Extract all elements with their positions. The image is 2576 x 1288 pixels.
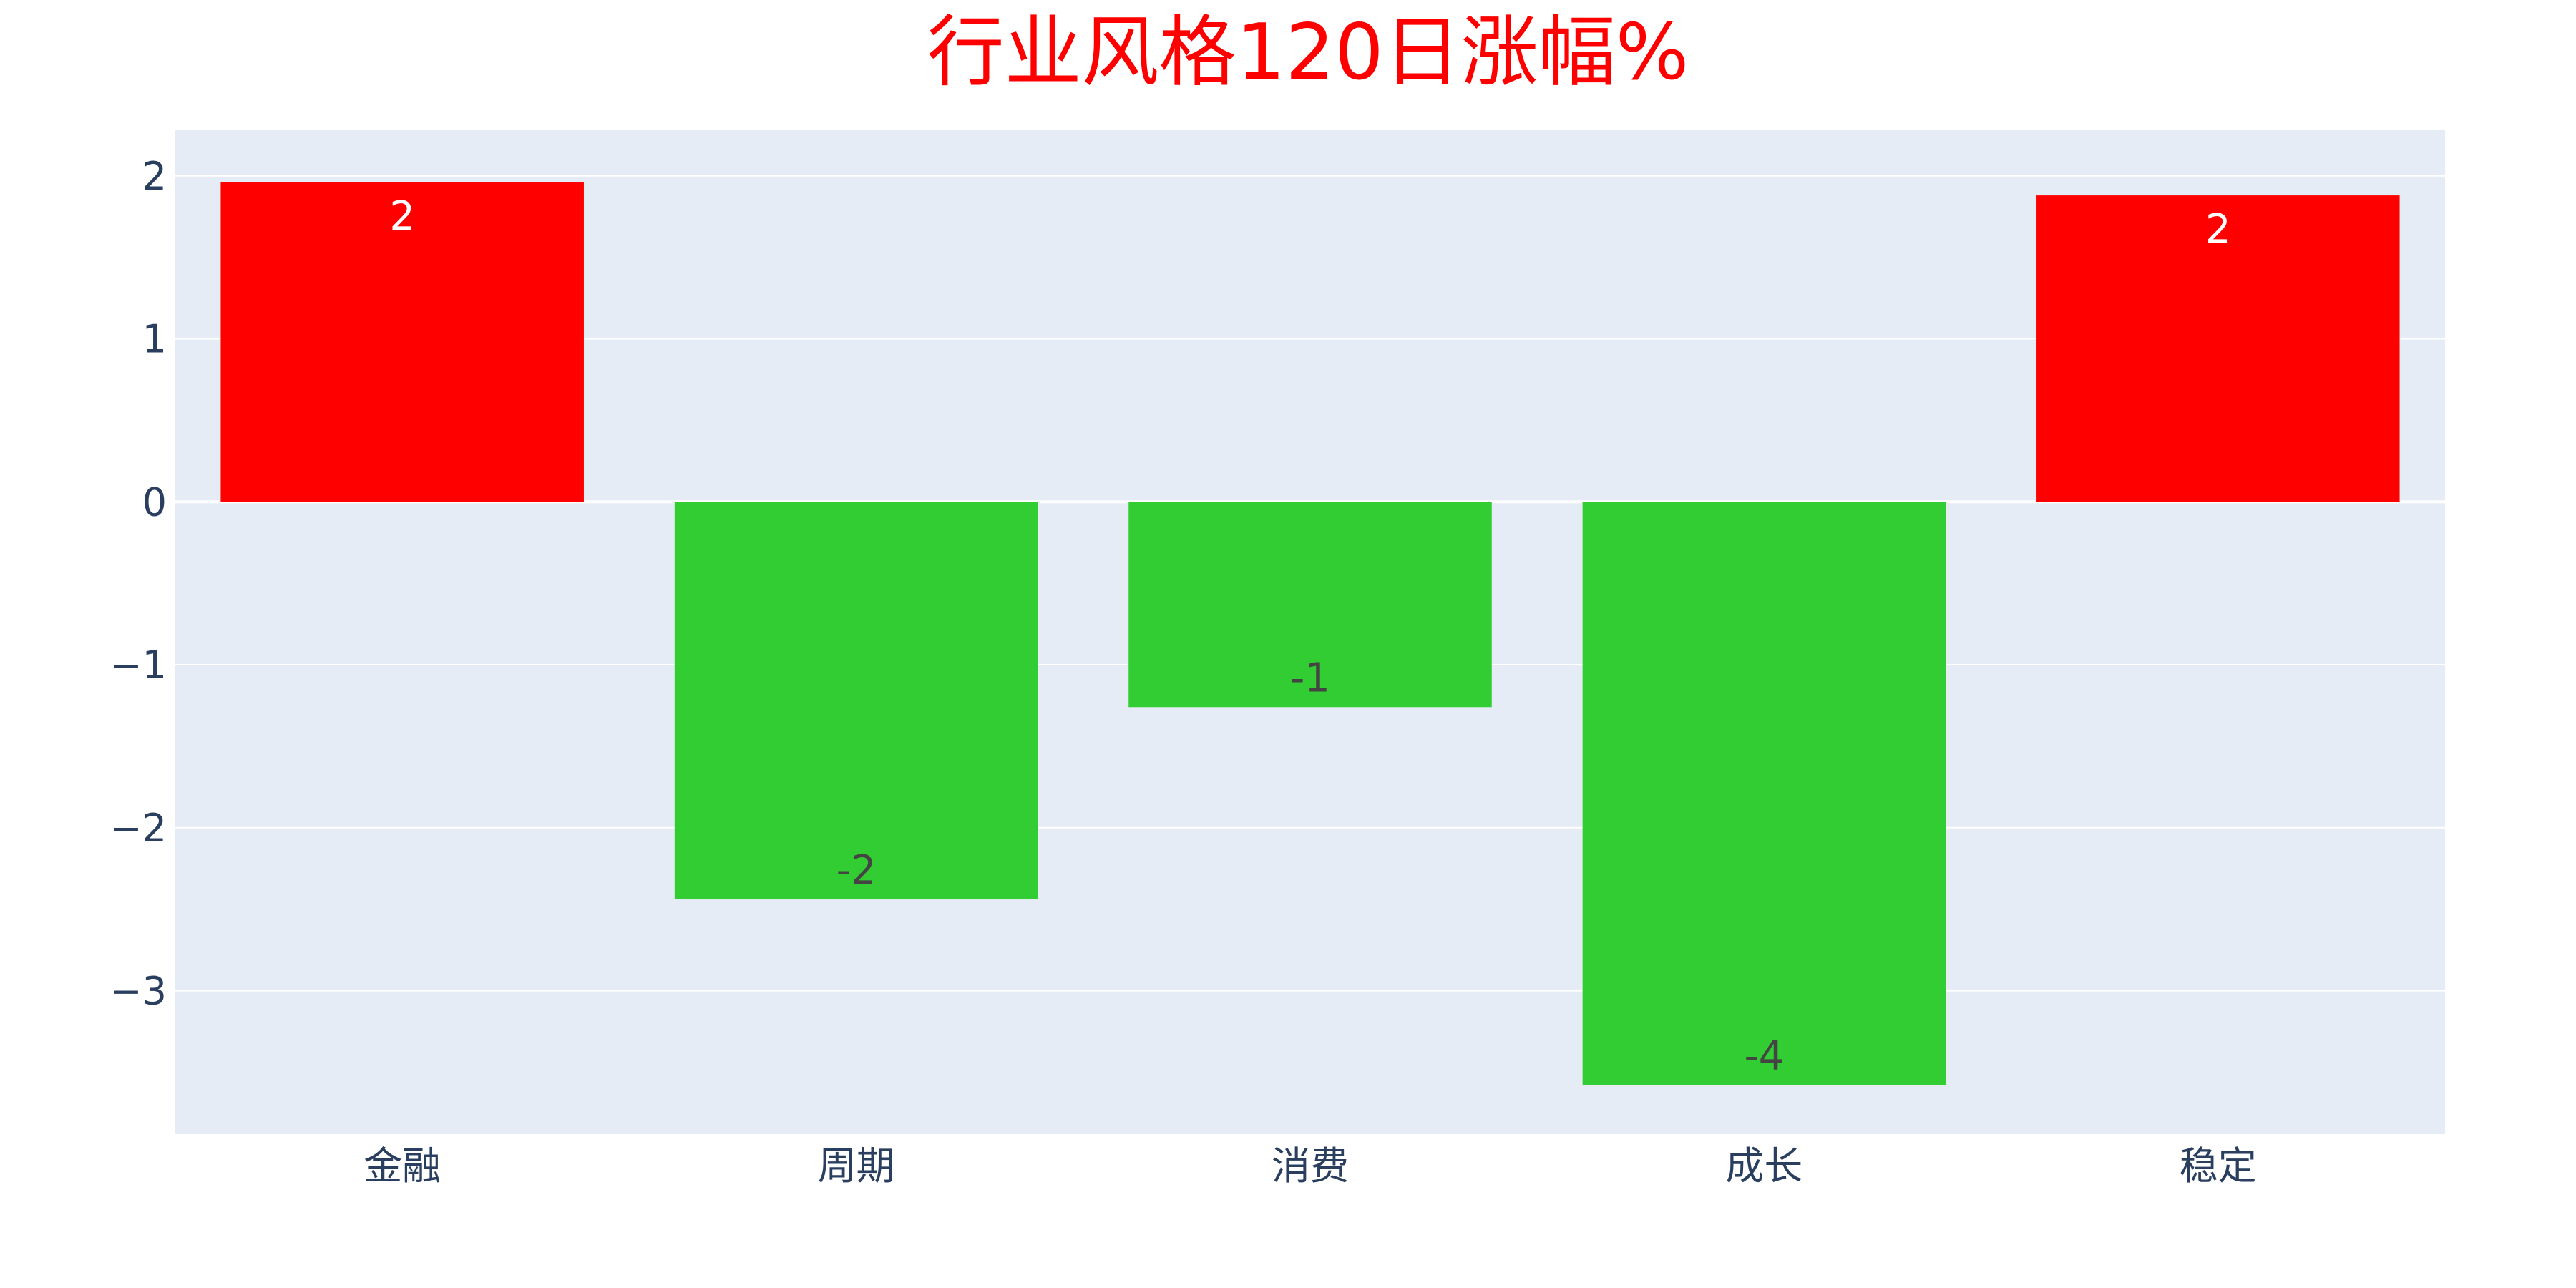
bar-data-label: -4 [1744,1033,1784,1080]
bar-4 [1582,502,1946,1085]
bar-labels: 2 -2 -1 -4 2 [389,193,2230,1080]
x-tick-label: 周期 [818,1143,895,1189]
x-tick-label: 金融 [364,1143,441,1189]
y-tick-label: −2 [109,806,167,851]
bar-2 [674,502,1038,900]
bar-data-label: 2 [389,193,415,240]
bar-data-label: 2 [2205,206,2231,253]
y-tick-label: −3 [109,969,167,1014]
bars [220,182,2400,1085]
y-tick-label: 2 [142,154,167,199]
y-tick-label: −1 [109,643,167,688]
y-tick-label: 0 [142,479,167,525]
y-axis-ticks: −3 −2 −1 0 1 2 [109,154,167,1014]
bar-data-label: -1 [1290,655,1330,701]
bar-1 [220,182,584,502]
bar-3 [1128,502,1492,708]
x-tick-label: 成长 [1725,1143,1802,1189]
bar-data-label: -2 [836,847,877,894]
x-tick-label: 稳定 [2180,1143,2257,1189]
chart-title: 行业风格120日涨幅% [927,8,1689,97]
x-axis-ticks: 金融 周期 消费 成长 稳定 [364,1143,2257,1189]
x-tick-label: 消费 [1272,1143,1349,1189]
y-tick-label: 1 [142,317,167,362]
bar-5 [2036,195,2400,502]
